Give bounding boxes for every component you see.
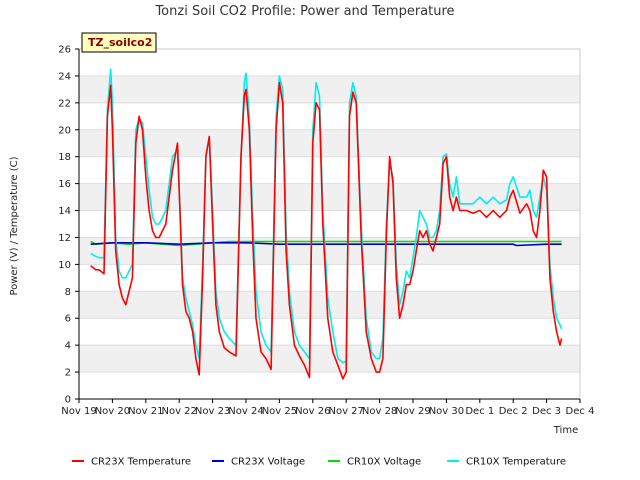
x-tick-label: Nov 20 — [95, 406, 130, 417]
y-tick-label: 14 — [58, 206, 71, 217]
legend-label: CR10X Voltage — [347, 457, 421, 468]
legend: CR23X Temperature CR23X Voltage CR10X Volt… — [72, 457, 566, 468]
station-tag-label: TZ_soilco2 — [88, 36, 152, 49]
station-tag-box — [81, 32, 157, 53]
y-tick-label: 4 — [65, 341, 71, 352]
y-tick-label: 24 — [58, 71, 71, 82]
x-tick-label: Nov 22 — [161, 406, 196, 417]
y-tick-label: 22 — [58, 98, 71, 109]
series-line-cr10x-voltage — [90, 240, 562, 247]
x-tick-label: Dec 1 — [465, 406, 494, 417]
legend-item: CR23X Voltage — [212, 457, 305, 468]
series-line-cr23x-voltage — [90, 242, 562, 247]
x-tick-label: Nov 21 — [128, 406, 163, 417]
x-tick-label: Nov 27 — [328, 406, 363, 417]
y-tick-label: 0 — [65, 395, 71, 406]
x-tick-label: Dec 4 — [566, 406, 595, 417]
y-tick-label: 10 — [58, 260, 71, 271]
x-tick-label: Dec 2 — [499, 406, 528, 417]
legend-item: CR23X Temperature — [72, 457, 191, 468]
grid-band — [79, 75, 580, 103]
x-tick-label: Dec 3 — [532, 406, 561, 417]
y-tick-label: 6 — [65, 314, 71, 325]
x-tick-label: Nov 30 — [429, 406, 464, 417]
x-tick-label: Nov 19 — [61, 406, 96, 417]
grid-band — [79, 345, 580, 373]
y-tick-label: 2 — [65, 368, 71, 379]
x-tick-label: Nov 25 — [262, 406, 297, 417]
y-tick-label: 16 — [58, 179, 71, 190]
legend-item: CR10X Temperature — [447, 457, 566, 468]
legend-label: CR10X Temperature — [466, 457, 566, 468]
legend-label: CR23X Voltage — [231, 457, 305, 468]
legend-label: CR23X Temperature — [91, 457, 191, 468]
y-tick-label: 18 — [58, 152, 71, 163]
chart-title: Tonzi Soil CO2 Profile: Power and Temper… — [154, 4, 454, 19]
series-layer — [90, 68, 563, 380]
grid-band — [79, 129, 580, 157]
plot-area — [78, 48, 581, 400]
y-tick-label: 12 — [58, 233, 71, 244]
grid-band — [79, 183, 580, 211]
y-axis-label: Power (V) / Temperature (C) — [9, 156, 20, 295]
legend-item: CR10X Voltage — [328, 457, 421, 468]
x-tick-label: Nov 28 — [362, 406, 397, 417]
x-tick-label: Nov 24 — [228, 406, 263, 417]
y-tick-label: 8 — [65, 287, 71, 298]
plot-background — [79, 49, 580, 399]
y-tick-label: 26 — [58, 45, 71, 56]
x-tick-label: Nov 26 — [295, 406, 330, 417]
x-tick-label: Nov 23 — [195, 406, 230, 417]
y-tick-label: 20 — [58, 125, 71, 136]
station-tag: TZ_soilco2 — [81, 32, 157, 53]
x-axis-label: Time — [553, 425, 578, 436]
series-line-cr23x-temperature — [90, 81, 563, 380]
x-tick-label: Nov 29 — [395, 406, 430, 417]
